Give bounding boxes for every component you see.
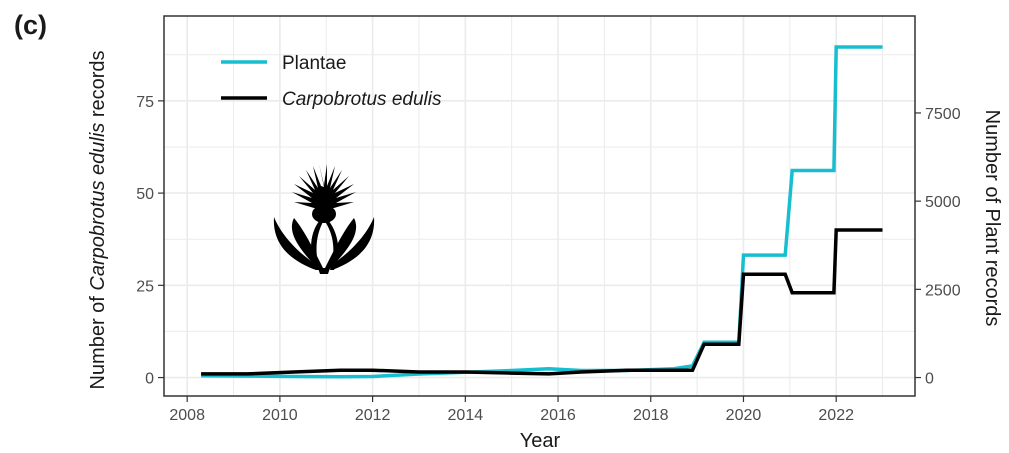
y-axis-right-title: Number of Plant records [981,110,1003,327]
x-axis: 2008 2010 2012 2014 2016 2018 2020 2022 [169,396,854,424]
legend: Plantae Carpobrotus edulis [221,53,442,110]
grid-major [164,16,915,396]
y-left-tick-label: 75 [136,94,154,111]
x-tick-label: 2018 [633,407,669,424]
legend-label-carpobrotus: Carpobrotus edulis [282,89,442,110]
x-tick-label: 2012 [355,407,391,424]
y-left-tick-label: 50 [136,186,154,203]
x-tick-label: 2022 [818,407,854,424]
y-right-tick-label: 7500 [925,106,961,123]
legend-label-plantae: Plantae [282,53,346,74]
series-line-carpobrotus-edulis [201,228,883,376]
x-axis-title: Year [520,430,561,452]
y-right-tick-label: 0 [925,371,934,388]
y-left-tick-label: 25 [136,278,154,295]
panel-label: (c) [14,10,47,40]
y-axis-left-title-prefix: Number of [87,291,109,390]
y-right-tick-label: 5000 [925,194,961,211]
carpobrotus-flower-icon [273,164,375,274]
x-tick-label: 2010 [262,407,298,424]
chart-lines [201,45,883,379]
y-axis-left-title-suffix: records [87,50,109,122]
x-tick-label: 2020 [726,407,762,424]
x-tick-label: 2008 [169,407,205,424]
y-right-tick-label: 2500 [925,282,961,299]
grid-minor [164,16,915,396]
y-left-tick-label: 0 [145,371,154,388]
x-tick-label: 2014 [448,407,484,424]
y-axis-left-title-italic: Carpobrotus edulis [87,123,109,291]
y-axis-left-title: Number of Carpobrotus edulis records [87,50,109,389]
x-tick-label: 2016 [540,407,576,424]
y-axis-left: 0 25 50 75 [136,94,164,388]
plot-border [163,15,916,397]
y-axis-right: 0 2500 5000 7500 [915,106,961,388]
